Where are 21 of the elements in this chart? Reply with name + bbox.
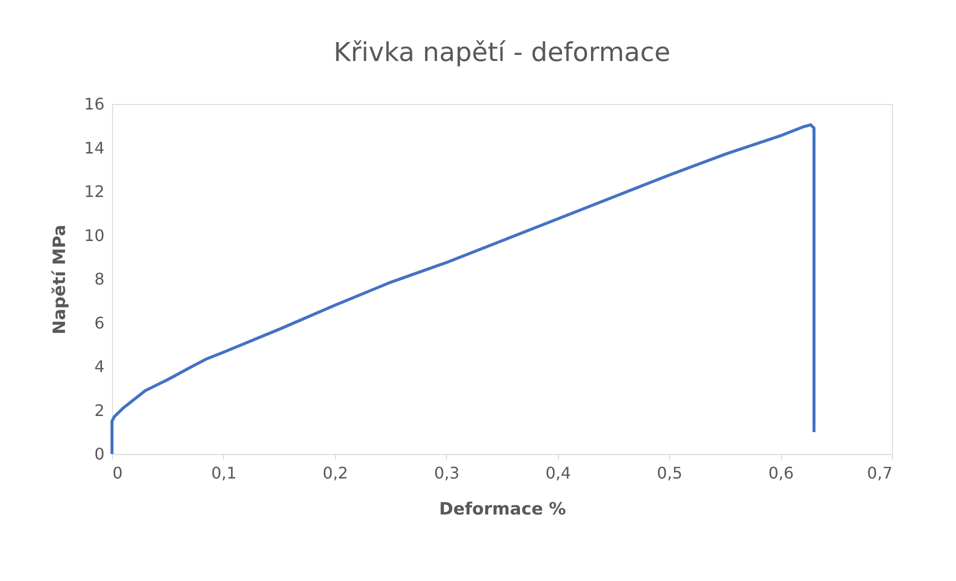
line-series bbox=[110, 123, 816, 456]
y-tick-label: 10 bbox=[84, 226, 104, 245]
y-tick-label: 12 bbox=[84, 182, 104, 201]
x-tick-label: 0,2 bbox=[322, 464, 348, 482]
chart-title: Křivka napětí - deformace bbox=[334, 38, 670, 68]
x-tick-label: 0,6 bbox=[768, 464, 794, 482]
x-tick-label: 0,1 bbox=[211, 464, 237, 482]
y-tick-label: 8 bbox=[94, 270, 104, 288]
x-tick-label: 0,4 bbox=[545, 464, 571, 482]
y-tick-label: 2 bbox=[94, 400, 104, 420]
y-tick-label: 16 bbox=[84, 94, 104, 114]
y-axis-title: Napětí MPa bbox=[50, 224, 70, 334]
x-tick-label: 0,3 bbox=[434, 464, 460, 482]
y-tick-label: 4 bbox=[94, 357, 104, 376]
y-tick-label: 14 bbox=[84, 138, 104, 158]
x-tick-label: 0,7 bbox=[867, 464, 892, 482]
y-tick-label: 0 bbox=[94, 444, 104, 464]
x-tick-label: 0 bbox=[112, 464, 123, 482]
y-tick-label: 6 bbox=[94, 313, 104, 332]
x-tick-label: 0,5 bbox=[656, 464, 682, 482]
x-axis-title: Deformace % bbox=[439, 500, 566, 520]
